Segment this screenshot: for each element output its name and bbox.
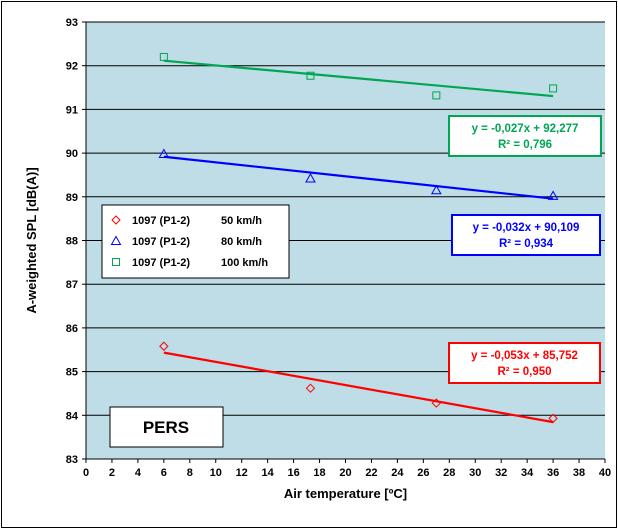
data-points: [158, 52, 559, 424]
x-tick-label: 30: [469, 467, 481, 479]
trendline-equation: y = -0,027x + 92,277: [472, 123, 579, 135]
legend-label-series-1: 1097 (P1-2) 50 km/h: [132, 215, 262, 227]
y-tick-labels: 83 84 85 86 87 88 89 90 91 92 93: [66, 17, 86, 466]
trendline-equation: y = -0,053x + 85,752: [471, 350, 578, 362]
equation-boxes: y = -0,053x + 85,752 R² = 0,950 y = -0,032…: [448, 115, 602, 384]
data-point-series-3: [432, 91, 441, 100]
y-tick-label: 92: [66, 61, 78, 73]
y-tick-label: 87: [66, 279, 78, 291]
x-tick-label: 6: [161, 467, 167, 479]
y-tick-label: 88: [66, 236, 78, 248]
x-tick-label: 34: [521, 467, 534, 479]
x-tick-label: 12: [236, 467, 248, 479]
gridlines: [86, 21, 605, 416]
x-tick-label: 2: [109, 467, 115, 479]
data-point-series-1: [159, 341, 169, 351]
x-tick-label: 24: [391, 467, 404, 479]
x-tick-label: 28: [443, 467, 455, 479]
legend-marker-series-1: [111, 215, 121, 225]
pers-tag-box: [109, 406, 224, 448]
y-tick-label: 93: [66, 17, 78, 29]
equation-box-frame: [448, 342, 601, 384]
equation-box-series-3: y = -0,027x + 92,277 R² = 0,796: [448, 115, 602, 157]
data-point-series-2: [158, 148, 170, 158]
data-point-series-3: [549, 84, 558, 93]
x-tick-label: 4: [135, 467, 142, 479]
r-squared-label: R² = 0,950: [497, 366, 551, 378]
x-tick-label: 10: [210, 467, 222, 479]
y-tick-label: 84: [66, 410, 79, 422]
data-point-series-3: [159, 52, 168, 61]
r-squared-label: R² = 0,796: [498, 139, 552, 151]
x-tick-label: 0: [83, 467, 89, 479]
data-point-series-1: [548, 413, 558, 424]
legend-label-series-3: 1097 (P1-2) 100 km/h: [132, 257, 268, 269]
y-tick-label: 89: [66, 192, 78, 204]
data-point-series-2: [305, 172, 316, 183]
y-axis-title: A-weighted SPL [dB(A)]: [24, 167, 39, 313]
x-axis-title: Air temperature [ºC]: [284, 486, 407, 501]
pers-tag-label: PERS: [143, 418, 189, 437]
data-point-series-1: [305, 383, 316, 393]
x-tick-label: 8: [187, 467, 193, 479]
equation-box-frame: [451, 214, 601, 256]
y-tick-label: 85: [66, 367, 78, 379]
data-point-series-1: [431, 398, 442, 408]
data-point-series-3: [306, 71, 315, 80]
x-tick-label: 26: [417, 467, 429, 479]
legend-marker-series-2: [110, 235, 122, 245]
x-tick-labels: 0 2 4 6 8 10 12 14 16 18 20 22 24 26 28 30 32 34 36 38 40: [83, 459, 611, 479]
trendline-equation: y = -0,032x + 90,109: [473, 222, 580, 234]
x-tick-label: 32: [495, 467, 507, 479]
x-tick-label: 36: [547, 467, 559, 479]
y-tick-label: 86: [66, 323, 78, 335]
pers-tag: PERS: [109, 406, 224, 448]
y-tick-label: 90: [66, 148, 78, 160]
legend-label-series-2: 1097 (P1-2) 80 km/h: [132, 236, 262, 248]
x-tick-label: 14: [262, 467, 275, 479]
y-tick-label: 91: [66, 104, 78, 116]
y-tick-label: 83: [66, 454, 78, 466]
trendline-series-1: [163, 351, 554, 424]
legend: 1097 (P1-2) 50 km/h 1097 (P1-2) 80 km/h 1097…: [101, 204, 290, 279]
x-tick-label: 22: [365, 467, 377, 479]
trendline-series-2: [163, 155, 554, 200]
equation-box-series-2: y = -0,032x + 90,109 R² = 0,934: [451, 214, 601, 256]
x-tick-label: 20: [339, 467, 351, 479]
x-tick-label: 40: [599, 467, 611, 479]
x-tick-label: 38: [573, 467, 585, 479]
legend-box: [101, 204, 290, 279]
x-tick-label: 18: [313, 467, 325, 479]
x-tick-label: 16: [287, 467, 299, 479]
legend-marker-series-3: [112, 258, 120, 266]
trendlines: [163, 59, 554, 424]
data-point-series-2: [547, 190, 559, 200]
r-squared-label: R² = 0,934: [499, 238, 554, 250]
trendline-series-3: [163, 59, 554, 98]
data-point-series-2: [430, 184, 442, 195]
equation-box-frame: [448, 115, 602, 157]
equation-box-series-1: y = -0,053x + 85,752 R² = 0,950: [448, 342, 601, 384]
